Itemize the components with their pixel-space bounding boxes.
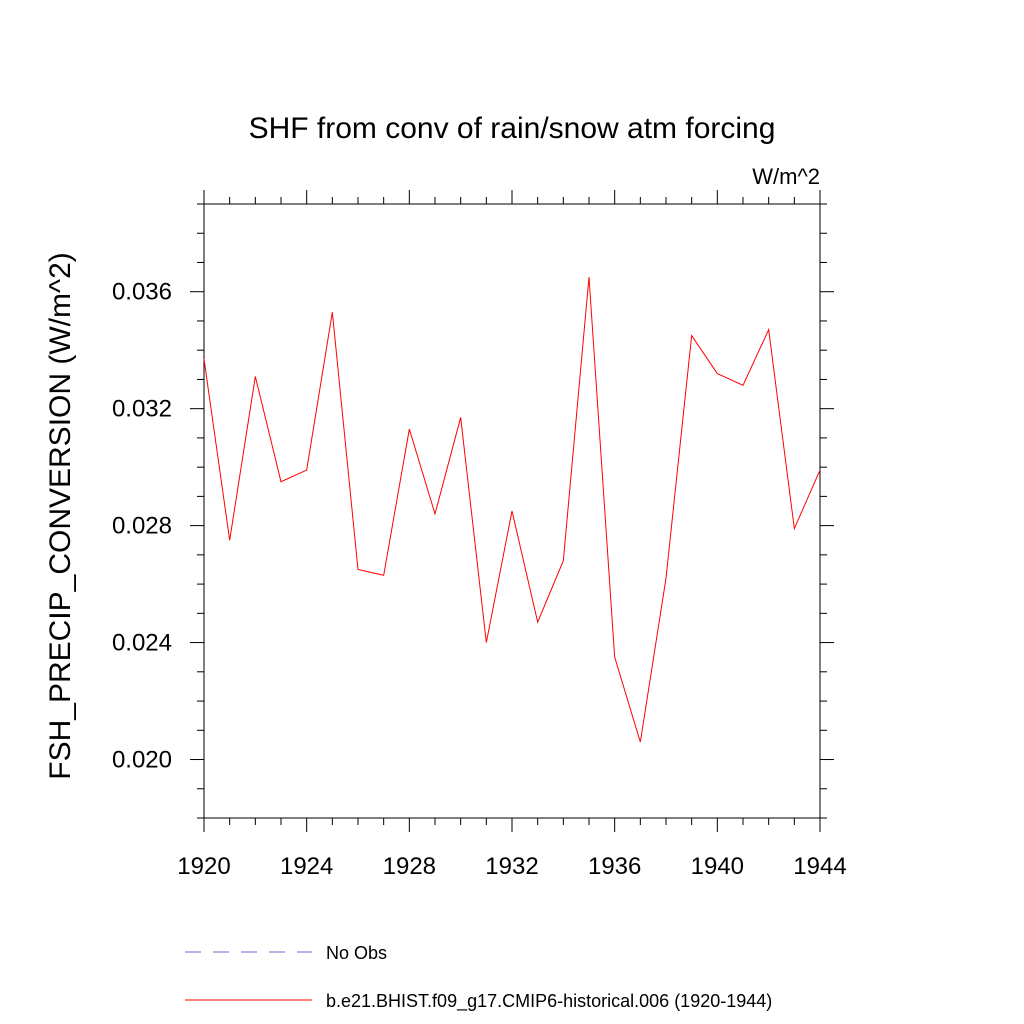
series-line — [203, 277, 821, 743]
chart-title: SHF from conv of rain/snow atm forcing — [249, 112, 776, 145]
x-tick-label: 1936 — [588, 853, 641, 880]
x-tick-label: 1932 — [485, 853, 538, 880]
y-tick-label: 0.036 — [112, 279, 172, 306]
series-group — [203, 277, 821, 743]
x-tick-label: 1924 — [280, 853, 333, 880]
y-tick-label: 0.028 — [112, 513, 172, 540]
y-tick-label: 0.024 — [112, 630, 172, 657]
legend-label: b.e21.BHIST.f09_g17.CMIP6-historical.006… — [326, 991, 772, 1012]
y-tick-label: 0.032 — [112, 396, 172, 423]
axis-ticks — [190, 190, 834, 832]
y-axis-label: FSH_PRECIP_CONVERSION (W/m^2) — [44, 252, 77, 779]
x-tick-label: 1920 — [177, 853, 230, 880]
units-label: W/m^2 — [752, 164, 820, 189]
x-tick-label: 1944 — [793, 853, 846, 880]
x-tick-label: 1940 — [691, 853, 744, 880]
legend-label: No Obs — [326, 943, 387, 963]
axis-tick-labels: 1920 1924 1928 1932 1936 1940 1944 0.020 0.024 0.… — [112, 279, 847, 880]
legend: No Obs b.e21.BHIST.f09_g17.CMIP6-historic… — [185, 943, 772, 1012]
x-tick-label: 1928 — [383, 853, 436, 880]
y-tick-label: 0.020 — [112, 747, 172, 774]
